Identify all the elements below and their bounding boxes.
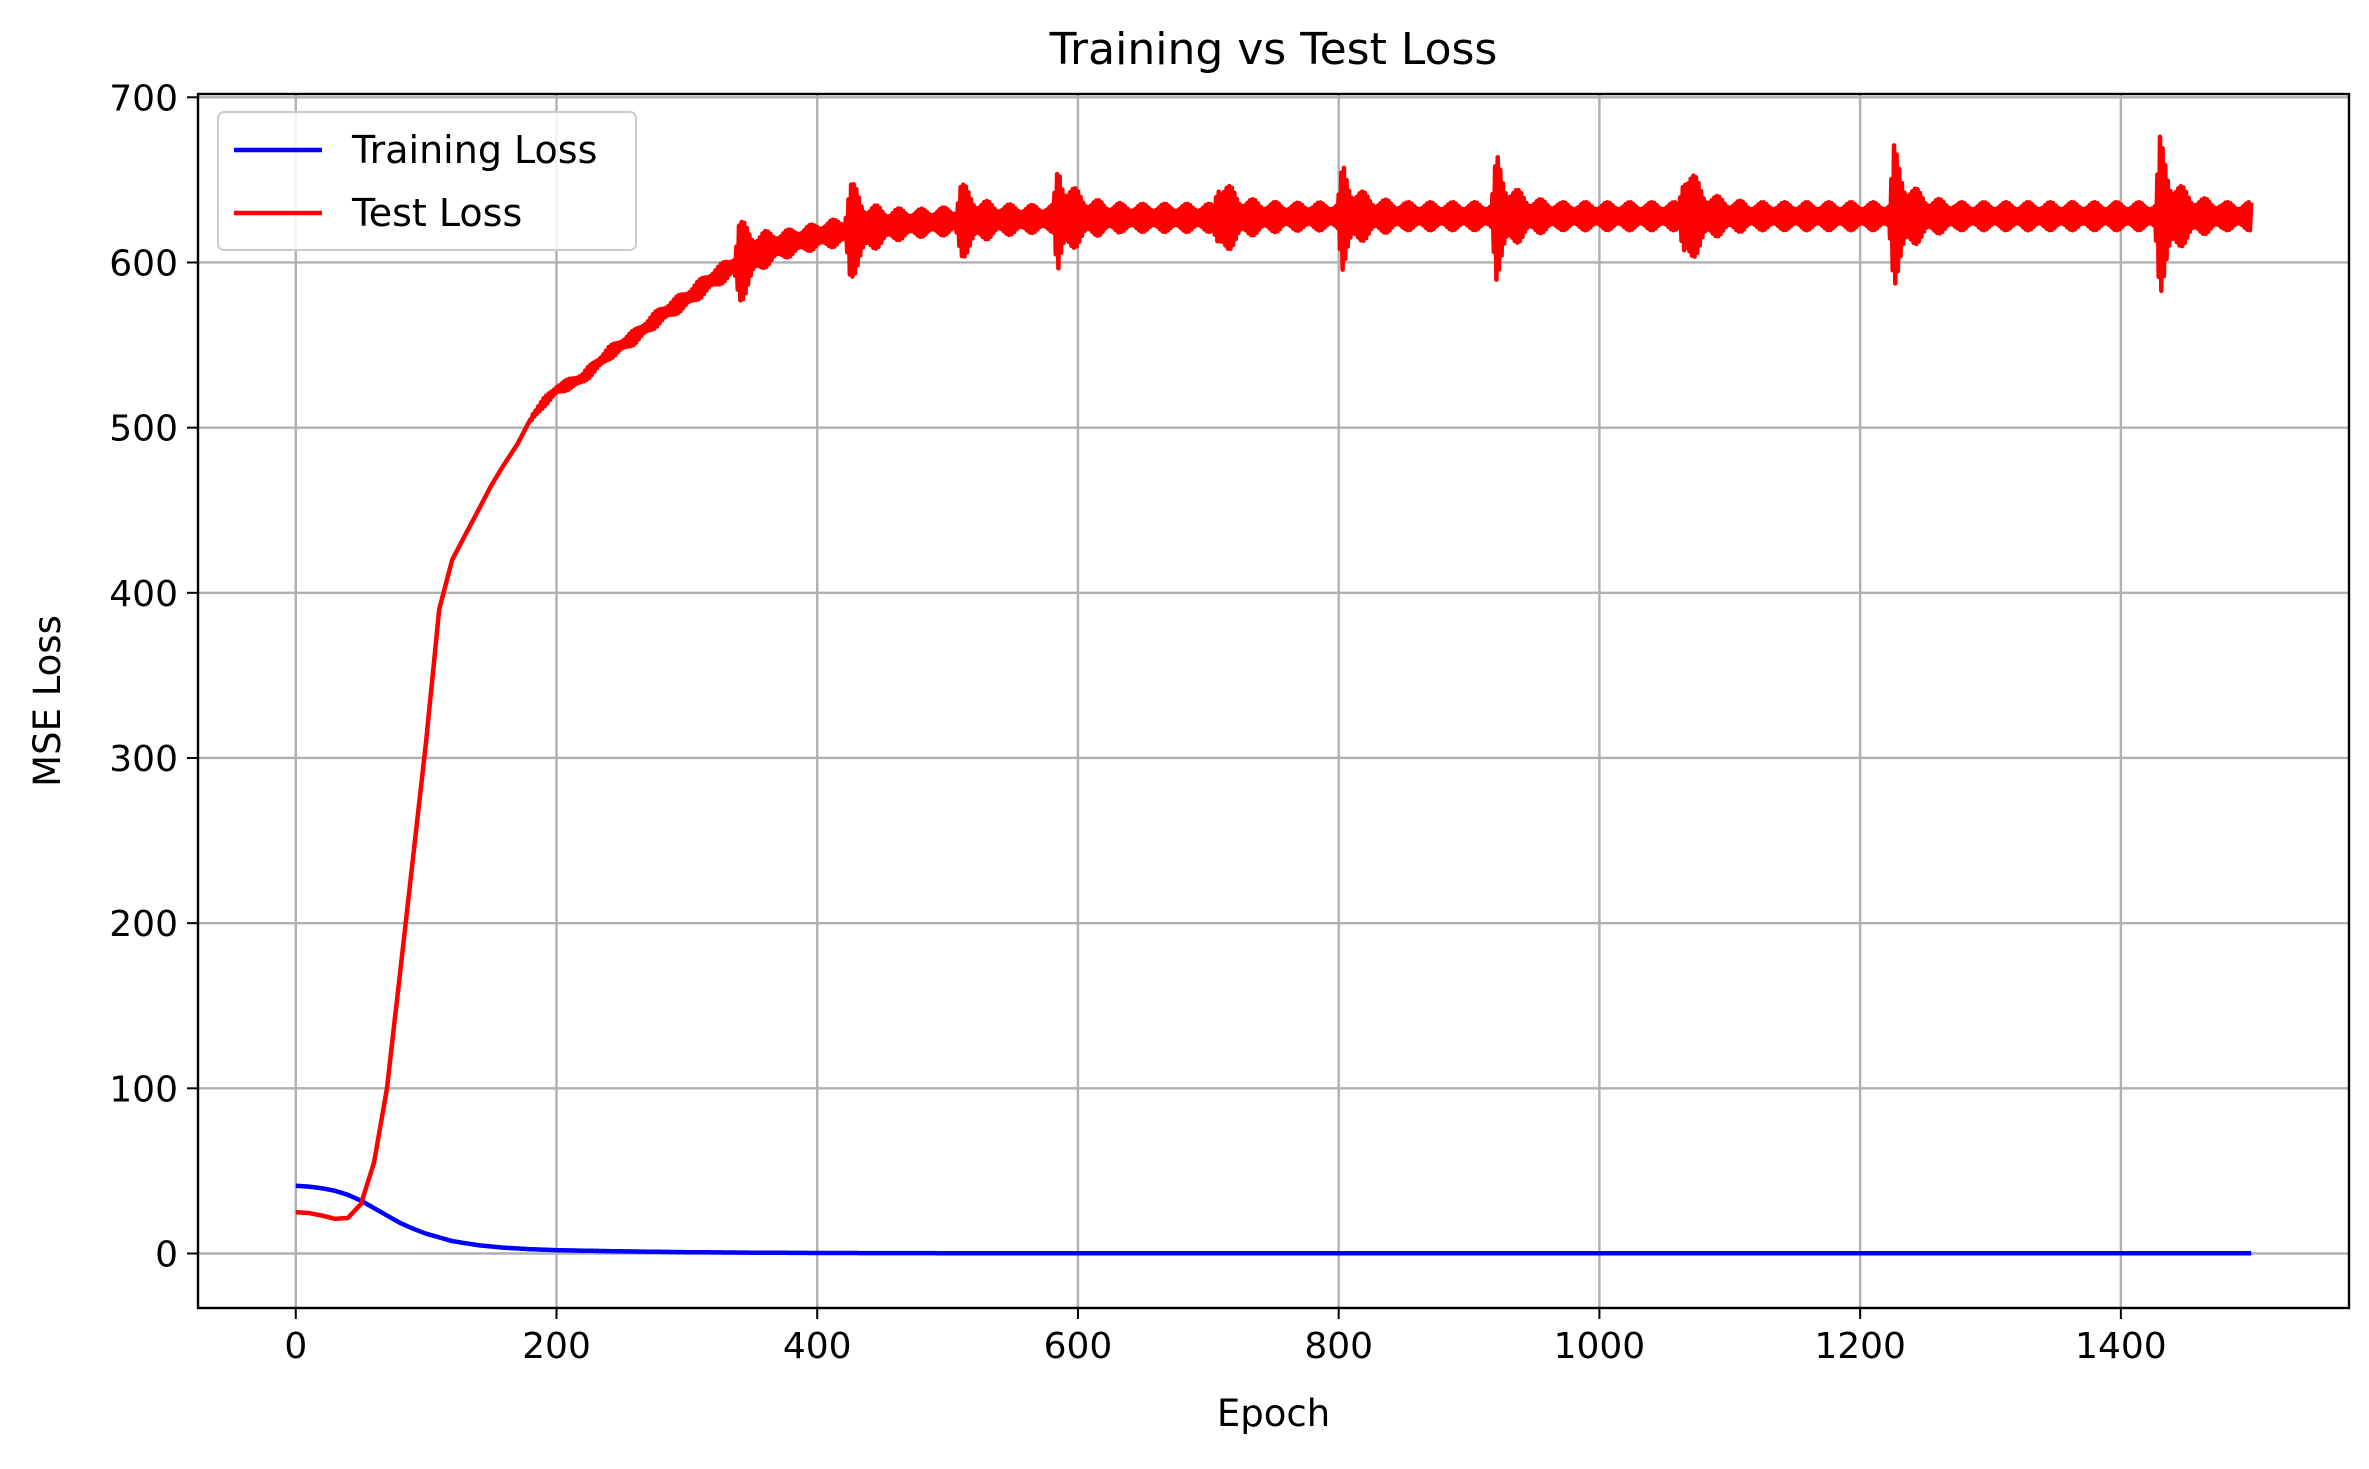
x-tick-label: 1400	[2075, 1326, 2167, 1367]
x-tick-label: 1000	[1554, 1326, 1646, 1367]
grid-lines	[198, 94, 2349, 1308]
y-tick-label: 300	[109, 739, 178, 780]
x-tick-label: 1200	[1814, 1326, 1906, 1367]
legend-box	[217, 111, 637, 251]
y-tick-label: 100	[109, 1069, 178, 1110]
plot-frame	[196, 92, 2351, 1310]
x-tick-label: 400	[783, 1326, 852, 1367]
series-lines	[294, 134, 2254, 1256]
x-tick-label: 600	[1044, 1326, 1113, 1367]
legend-entry-training-loss: Training Loss	[351, 128, 597, 172]
legend: Training Loss Test Loss	[217, 111, 637, 251]
y-tick-label: 600	[109, 243, 178, 284]
y-axis-label: MSE Loss	[26, 615, 69, 787]
y-tick-label: 0	[155, 1234, 178, 1275]
axis-ticks: 0 200 400 600 800 1000 1200 1400 0 100 200 300 400 50…	[109, 78, 2166, 1367]
y-tick-label: 400	[109, 574, 178, 615]
x-tick-label: 0	[284, 1326, 307, 1367]
training-loss-line	[294, 1183, 2253, 1256]
test-loss-line	[294, 134, 2254, 1222]
chart-title: Training vs Test Loss	[1049, 24, 1498, 75]
x-axis-label: Epoch	[1217, 1392, 1330, 1435]
x-tick-label: 800	[1304, 1326, 1373, 1367]
y-tick-label: 500	[109, 409, 178, 450]
y-tick-label: 200	[109, 904, 178, 945]
legend-entry-test-loss: Test Loss	[351, 191, 522, 235]
x-tick-label: 200	[522, 1326, 591, 1367]
y-tick-label: 700	[109, 78, 178, 119]
